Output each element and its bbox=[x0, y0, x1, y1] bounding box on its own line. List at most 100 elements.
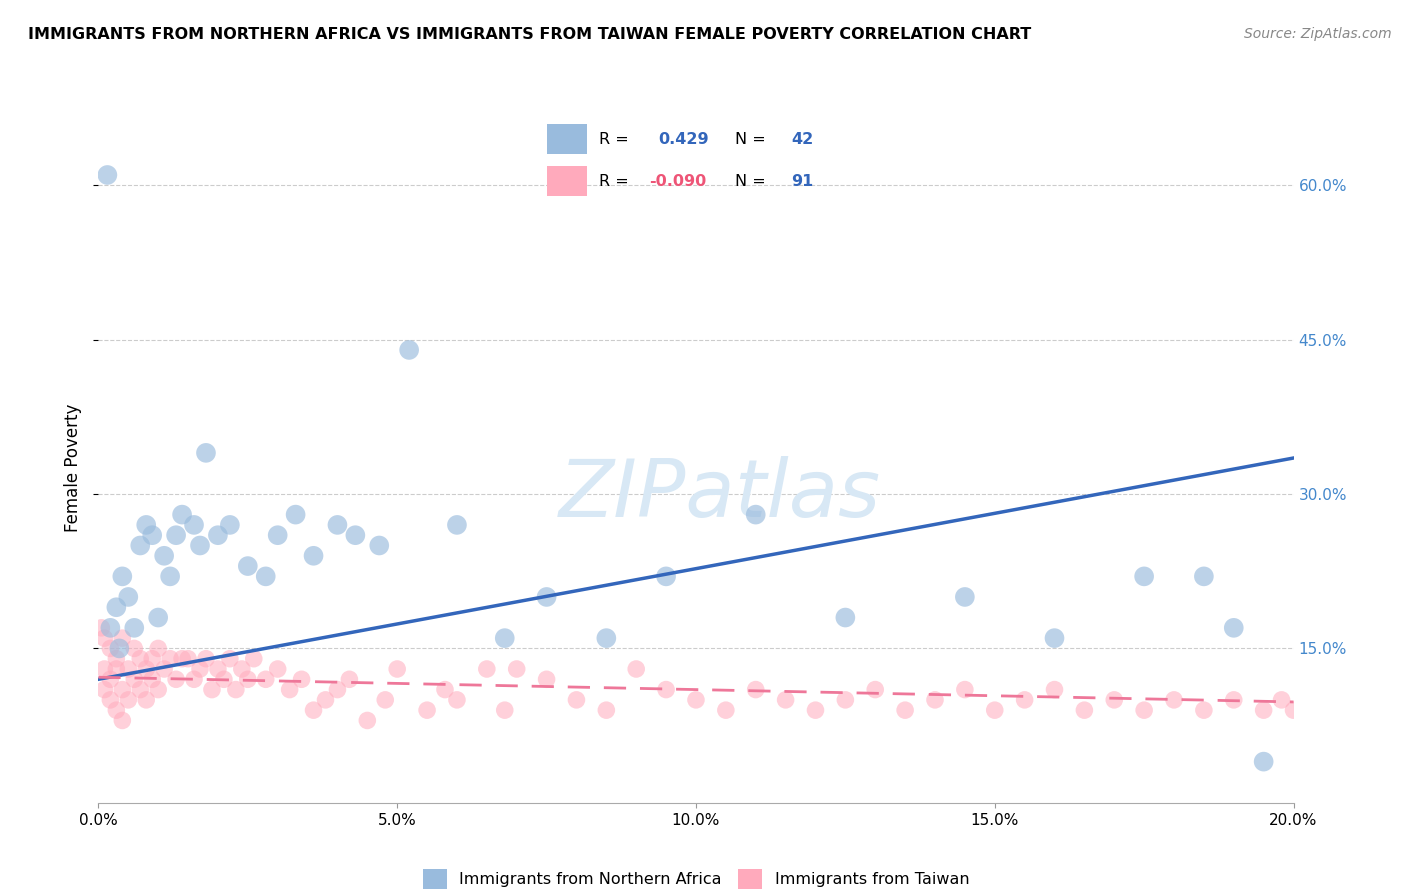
Point bbox=[315, 693, 337, 707]
Point bbox=[267, 662, 290, 676]
Point bbox=[212, 673, 235, 687]
Point bbox=[1133, 703, 1156, 717]
Point bbox=[93, 682, 115, 697]
Point bbox=[183, 517, 205, 532]
Point bbox=[506, 662, 529, 676]
Point bbox=[494, 703, 516, 717]
Point bbox=[1295, 693, 1317, 707]
Point bbox=[536, 673, 558, 687]
Point bbox=[385, 662, 409, 676]
Point bbox=[231, 662, 253, 676]
Point bbox=[302, 549, 325, 563]
Point bbox=[219, 651, 242, 665]
Point bbox=[1133, 569, 1156, 583]
Point bbox=[1192, 703, 1215, 717]
Point bbox=[894, 703, 917, 717]
Point bbox=[225, 682, 247, 697]
Text: 42: 42 bbox=[792, 132, 813, 146]
Point bbox=[1282, 703, 1305, 717]
Point bbox=[1312, 703, 1334, 717]
Text: N =: N = bbox=[735, 174, 766, 188]
Point bbox=[129, 651, 152, 665]
Point bbox=[284, 508, 307, 522]
Point bbox=[153, 662, 176, 676]
Point bbox=[219, 517, 242, 532]
Text: N =: N = bbox=[735, 132, 766, 146]
Point bbox=[924, 693, 946, 707]
Point bbox=[745, 508, 768, 522]
Point bbox=[124, 641, 146, 656]
Point bbox=[129, 539, 152, 553]
Point bbox=[159, 651, 181, 665]
Point bbox=[100, 693, 122, 707]
FancyBboxPatch shape bbox=[547, 124, 586, 154]
Point bbox=[374, 693, 396, 707]
Point bbox=[326, 517, 349, 532]
Point bbox=[494, 631, 516, 645]
Point bbox=[148, 682, 170, 697]
Point bbox=[124, 621, 146, 635]
Point bbox=[655, 569, 678, 583]
Point bbox=[1354, 693, 1376, 707]
Point bbox=[141, 528, 163, 542]
Point bbox=[565, 693, 588, 707]
Point bbox=[188, 539, 211, 553]
Point bbox=[111, 569, 134, 583]
Point bbox=[153, 549, 176, 563]
Point bbox=[172, 508, 194, 522]
Point bbox=[172, 651, 194, 665]
Point bbox=[105, 651, 128, 665]
Point bbox=[135, 662, 157, 676]
Y-axis label: Female Poverty: Female Poverty bbox=[65, 404, 83, 533]
Point bbox=[655, 682, 678, 697]
Point bbox=[108, 641, 131, 656]
Point bbox=[446, 693, 468, 707]
Point bbox=[201, 682, 224, 697]
Point bbox=[195, 651, 218, 665]
Point bbox=[745, 682, 768, 697]
Point bbox=[446, 517, 468, 532]
Legend: Immigrants from Northern Africa, Immigrants from Taiwan: Immigrants from Northern Africa, Immigra… bbox=[416, 863, 976, 892]
Point bbox=[984, 703, 1007, 717]
Point bbox=[356, 714, 378, 728]
Point bbox=[685, 693, 707, 707]
Point bbox=[475, 662, 498, 676]
Point bbox=[1043, 682, 1066, 697]
Text: 91: 91 bbox=[792, 174, 813, 188]
Point bbox=[117, 662, 139, 676]
Point bbox=[254, 673, 277, 687]
Point bbox=[96, 168, 118, 182]
Point bbox=[148, 610, 170, 624]
Point bbox=[105, 662, 128, 676]
Point bbox=[398, 343, 420, 357]
Point bbox=[1330, 693, 1353, 707]
Point bbox=[291, 673, 314, 687]
Point bbox=[865, 682, 887, 697]
Text: ZIPatlas: ZIPatlas bbox=[558, 456, 882, 534]
Point bbox=[195, 446, 218, 460]
Point bbox=[339, 673, 360, 687]
Point bbox=[165, 673, 187, 687]
Point bbox=[135, 693, 157, 707]
Point bbox=[100, 641, 122, 656]
Point bbox=[207, 528, 229, 542]
FancyBboxPatch shape bbox=[547, 166, 586, 196]
Text: R =: R = bbox=[599, 174, 628, 188]
Point bbox=[368, 539, 391, 553]
Point bbox=[434, 682, 457, 697]
Point bbox=[105, 703, 128, 717]
Point bbox=[183, 673, 205, 687]
Point bbox=[1223, 693, 1246, 707]
Point bbox=[1104, 693, 1126, 707]
Point bbox=[1271, 693, 1294, 707]
Point bbox=[1192, 569, 1215, 583]
Point bbox=[953, 590, 976, 604]
Point bbox=[254, 569, 277, 583]
Point bbox=[344, 528, 367, 542]
Point bbox=[236, 673, 259, 687]
Point bbox=[111, 682, 134, 697]
Point bbox=[100, 673, 122, 687]
Point bbox=[236, 559, 259, 574]
Point bbox=[714, 703, 737, 717]
Point bbox=[804, 703, 827, 717]
